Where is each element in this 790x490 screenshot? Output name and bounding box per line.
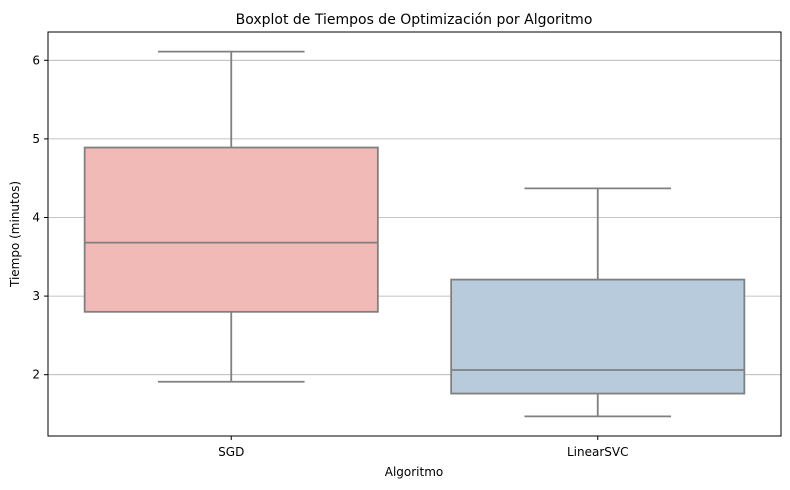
y-tick-label: 2 <box>32 368 40 382</box>
x-tick-label: LinearSVC <box>567 445 629 459</box>
ticks: 2 3 4 5 6 SGD LinearSVC <box>32 53 628 459</box>
y-tick-label: 6 <box>32 53 40 67</box>
box-sgd <box>83 146 379 313</box>
y-tick-label: 3 <box>32 289 40 303</box>
box-linearsvc <box>450 278 746 395</box>
x-axis-label: Algoritmo <box>385 465 444 479</box>
y-tick-label: 4 <box>32 210 40 224</box>
plot-frame <box>47 31 782 437</box>
boxes <box>83 50 746 418</box>
x-tick-label: SGD <box>218 445 244 459</box>
y-axis-label: Tiempo (minutos) <box>8 181 22 288</box>
y-tick-label: 5 <box>32 132 40 146</box>
chart-title: Boxplot de Tiempos de Optimización por A… <box>236 12 593 28</box>
